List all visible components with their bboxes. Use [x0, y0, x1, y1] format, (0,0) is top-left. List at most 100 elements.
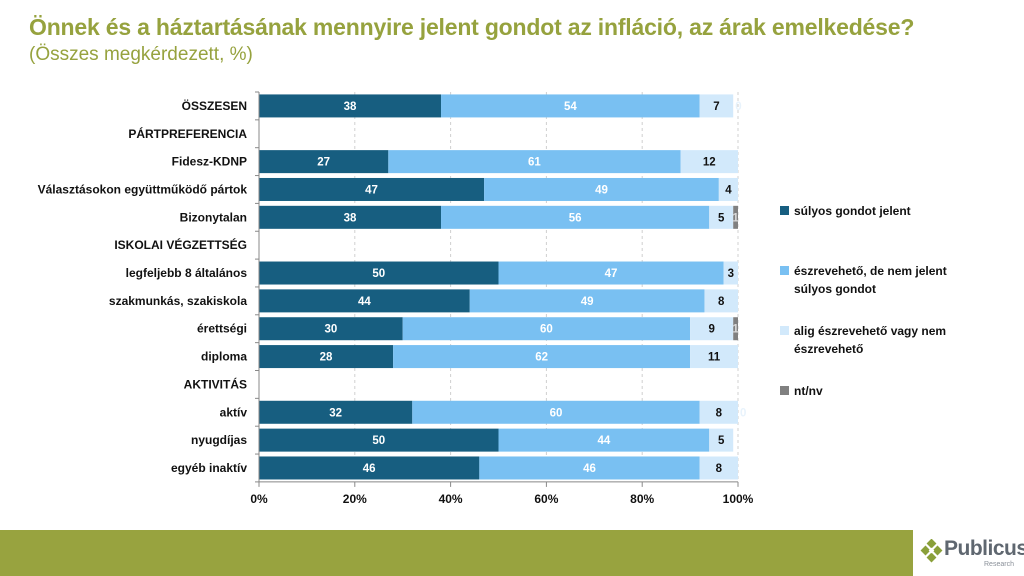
data-label: 0 [735, 101, 741, 113]
data-label: 54 [564, 101, 577, 113]
category-label: Fidesz-KDNP [172, 155, 247, 169]
legend-swatch [780, 386, 789, 395]
bar-segment [680, 150, 738, 174]
bar-segment [259, 205, 442, 229]
logo-text: Publicus [944, 537, 1024, 560]
legend-label: alig észrevehető vagy nem [794, 324, 947, 338]
category-label: ISKOLAI VÉGZETTSÉG [114, 237, 247, 252]
category-label: aktív [220, 405, 248, 419]
bar-segment [259, 317, 403, 341]
bar-segment [469, 289, 705, 313]
bar-segment [709, 428, 734, 452]
data-label: 30 [324, 324, 337, 336]
data-label: 44 [597, 435, 610, 447]
data-label: 32 [329, 407, 342, 419]
footer-bar [0, 530, 1024, 576]
data-label: 62 [535, 352, 548, 364]
category-label: egyéb inaktív [171, 461, 247, 475]
bar-segment [259, 177, 485, 201]
data-label: 8 [716, 407, 723, 419]
legend-label: nt/nv [794, 384, 823, 398]
x-tick-label: 60% [534, 492, 558, 506]
bar-segment [479, 456, 700, 480]
legend-swatch [780, 266, 789, 275]
bar-segment [699, 400, 738, 424]
data-label: 28 [320, 352, 333, 364]
category-label: PÁRTPREFERENCIA [128, 126, 247, 141]
category-label: AKTIVITÁS [184, 376, 247, 391]
legend-label: súlyos gondot jelent [794, 204, 911, 218]
bar-segment [259, 289, 470, 313]
data-label: 8 [716, 463, 723, 475]
data-label: 56 [569, 212, 582, 224]
bar-segment [498, 428, 710, 452]
logo-diamond-icon [920, 539, 943, 563]
bar-segment [699, 456, 738, 480]
legend-label: észrevehető, de nem jelent [794, 264, 947, 278]
data-label: 1 [732, 324, 739, 336]
category-label: érettségi [197, 322, 247, 336]
data-label: 4 [725, 184, 732, 196]
x-tick-label: 20% [343, 492, 367, 506]
legend-swatch [780, 326, 789, 335]
bar-segment [690, 345, 738, 369]
data-label: 46 [583, 463, 596, 475]
data-label: 38 [344, 212, 357, 224]
category-labels: ÖSSZESEN PÁRTPREFERENCIA Fidesz-KDNP Válasz… [38, 98, 248, 475]
legend-item-eszrevehető: észrevehető, de nem jelent súlyos gondot [780, 262, 974, 298]
data-label: 50 [372, 435, 385, 447]
bar-segment [388, 150, 681, 174]
data-label: 5 [718, 212, 725, 224]
bar-segment [709, 205, 734, 229]
category-label: Választásokon együttműködő pártok [38, 182, 248, 196]
chart-subtitle: (Összes megkérdezett, %) [29, 44, 253, 65]
bar-segment [498, 261, 724, 285]
data-label: 50 [372, 268, 385, 280]
bar-segment [699, 94, 734, 118]
chart-title: Önnek és a háztartásának mennyire jelent… [29, 14, 915, 40]
category-label: Bizonytalan [180, 210, 247, 224]
data-label: 5 [718, 435, 725, 447]
data-label: 46 [363, 463, 376, 475]
x-tick-label: 100% [723, 492, 754, 506]
legend-swatch [780, 206, 789, 215]
legend-label-line2: észrevehető [794, 342, 864, 356]
bar-segment [259, 261, 499, 285]
data-label: 60 [550, 407, 563, 419]
bar-segment [441, 94, 700, 118]
data-label: 47 [605, 268, 618, 280]
data-label: 38 [344, 101, 357, 113]
bar-segment [484, 177, 719, 201]
legend-label-line2: súlyos gondot [794, 282, 876, 296]
bar-segment [259, 428, 499, 452]
legend-item-ntnv: nt/nv [780, 382, 974, 400]
category-label: nyugdíjas [191, 433, 247, 447]
bar-segment [259, 94, 442, 118]
data-label: 49 [595, 184, 608, 196]
bar-segment [733, 317, 738, 341]
bar-segment [259, 345, 394, 369]
legend-item-sulyos: súlyos gondot jelent [780, 202, 974, 220]
category-label: ÖSSZESEN [182, 98, 247, 113]
bar-segment [402, 317, 691, 341]
data-label: 47 [365, 184, 378, 196]
data-label: 7 [713, 101, 719, 113]
bar-segment [704, 289, 738, 313]
data-label: 61 [528, 157, 541, 169]
x-tick-label: 80% [630, 492, 654, 506]
bar-segment [733, 205, 738, 229]
logo-subtext: Research [984, 561, 1014, 568]
data-label: 8 [718, 296, 725, 308]
data-label: 11 [708, 352, 721, 364]
data-label: 1 [732, 212, 739, 224]
bar-segment [259, 400, 413, 424]
bar-segment [441, 205, 710, 229]
category-label: szakmunkás, szakiskola [109, 294, 247, 308]
legend-item-alig: alig észrevehető vagy nem észrevehető [780, 322, 974, 358]
data-label: 49 [581, 296, 594, 308]
bar-segment [259, 150, 389, 174]
bar-segment [412, 400, 700, 424]
bar-segment [723, 261, 738, 285]
